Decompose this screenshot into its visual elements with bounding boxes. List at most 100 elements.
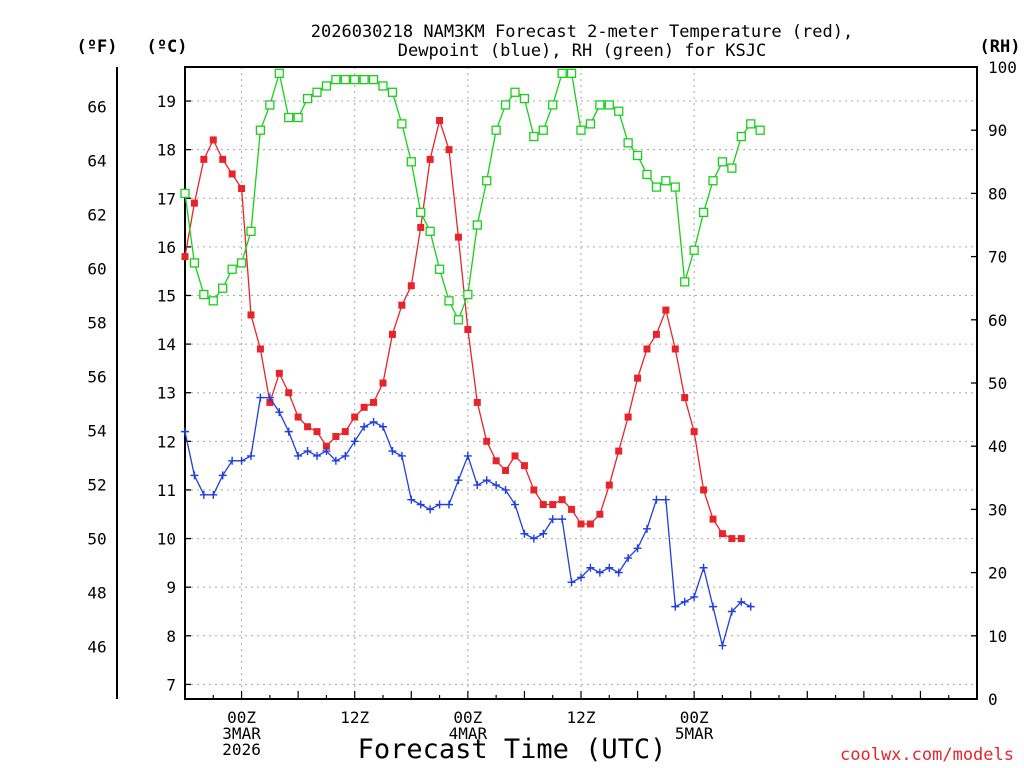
temperature-point: [473, 398, 481, 406]
dewpoint-point: [426, 505, 435, 514]
rh-point: [453, 315, 464, 325]
rh-point: [255, 125, 266, 135]
dewpoint-point: [520, 529, 529, 538]
dewpoint-point: [539, 529, 548, 538]
dewpoint-point: [624, 554, 633, 563]
rh-point: [529, 131, 539, 142]
temperature-point: [728, 535, 736, 543]
dewpoint-point: [303, 447, 312, 456]
fahrenheit-tick-label: 46: [87, 638, 106, 657]
dewpoint-point: [331, 456, 340, 465]
rh-point: [284, 112, 294, 123]
dewpoint-point: [558, 515, 567, 524]
temperature-point: [737, 535, 745, 543]
rh-point: [642, 169, 652, 180]
dewpoint-point: [199, 490, 208, 499]
celsius-tick-label: 10: [157, 530, 176, 549]
rh-point: [350, 74, 360, 85]
x-tick-label: 4MAR: [449, 724, 488, 743]
dewpoint-point: [228, 456, 237, 465]
rh-point: [472, 220, 482, 230]
dewpoint-point: [586, 563, 595, 572]
dewpoint-point: [256, 393, 265, 402]
fahrenheit-tick-label: 54: [87, 422, 106, 441]
temperature-point: [200, 155, 208, 163]
temperature-point: [454, 233, 462, 241]
plot-frame: [184, 66, 978, 700]
temperature-point: [530, 486, 538, 494]
rh-point: [387, 87, 398, 97]
dewpoint-point: [445, 500, 453, 509]
rh-point: [293, 112, 303, 123]
temperature-point: [662, 306, 670, 314]
fahrenheit-tick-label: 64: [87, 151, 106, 170]
rh-point: [519, 93, 530, 104]
celsius-tick-label: 7: [166, 675, 176, 694]
dewpoint-point: [643, 524, 651, 533]
rh-tick-label: 50: [988, 374, 1007, 393]
fahrenheit-tick-label: 58: [87, 314, 106, 333]
rh-point: [444, 296, 454, 306]
rh-point: [548, 100, 558, 110]
dewpoint-point: [548, 515, 557, 524]
dewpoint-point: [190, 471, 199, 480]
rh-point: [331, 74, 341, 85]
temperature-point: [624, 413, 632, 421]
dewpoint-point: [322, 447, 331, 456]
temperature-point: [417, 223, 425, 231]
rh-point: [227, 264, 237, 274]
dewpoint-point: [209, 490, 218, 499]
temperature-point: [332, 432, 340, 440]
rh-point: [406, 157, 416, 167]
rh-tick-label: 30: [988, 500, 1007, 519]
dewpoint-point: [463, 451, 472, 460]
rh-point: [463, 289, 473, 300]
temperature-point: [652, 330, 660, 338]
celsius-tick-label: 12: [157, 432, 176, 451]
temperature-point: [520, 462, 528, 470]
dewpoint-point: [379, 422, 387, 431]
dewpoint-point: [218, 471, 227, 480]
rh-point: [302, 93, 313, 104]
x-tick-label: 3MAR: [222, 724, 261, 743]
rh-point: [500, 100, 511, 110]
dewpoint-point: [237, 456, 246, 465]
dewpoint-point: [265, 393, 274, 402]
temperature-point: [294, 413, 302, 421]
dewpoint-point: [737, 597, 746, 606]
dewpoint-point: [661, 495, 670, 504]
temperature-point: [700, 486, 708, 494]
temperature-point: [558, 496, 566, 504]
rh-point: [189, 258, 200, 268]
dewpoint-point: [501, 485, 510, 494]
dewpoint-point: [492, 481, 501, 490]
celsius-tick-label: 8: [166, 627, 176, 646]
x-tick-label: 2026: [222, 740, 261, 759]
rh-point: [425, 226, 435, 236]
temperature-point: [586, 520, 594, 528]
temperature-point: [304, 423, 312, 431]
dewpoint-point: [397, 451, 406, 460]
temperature-point: [351, 413, 359, 421]
rh-point: [632, 150, 643, 161]
celsius-tick-label: 15: [157, 286, 176, 305]
temperature-point: [568, 505, 576, 513]
x-tick-label: 12Z: [340, 708, 369, 727]
x-tick-label: 5MAR: [675, 724, 714, 743]
temperature-point: [511, 452, 519, 460]
dewpoint-point: [284, 427, 293, 436]
dewpoint-point: [454, 476, 463, 485]
rh-point: [623, 138, 633, 148]
temperature-point: [445, 146, 453, 154]
temperature-point: [681, 394, 689, 402]
temperature-point: [398, 301, 406, 309]
rh-point: [576, 125, 586, 135]
temperature-point: [238, 185, 246, 193]
dewpoint-point: [247, 451, 255, 460]
dewpoint-point: [416, 500, 425, 509]
rh-point: [208, 296, 218, 306]
dewpoint-point: [181, 427, 189, 436]
rh-point: [614, 106, 624, 116]
